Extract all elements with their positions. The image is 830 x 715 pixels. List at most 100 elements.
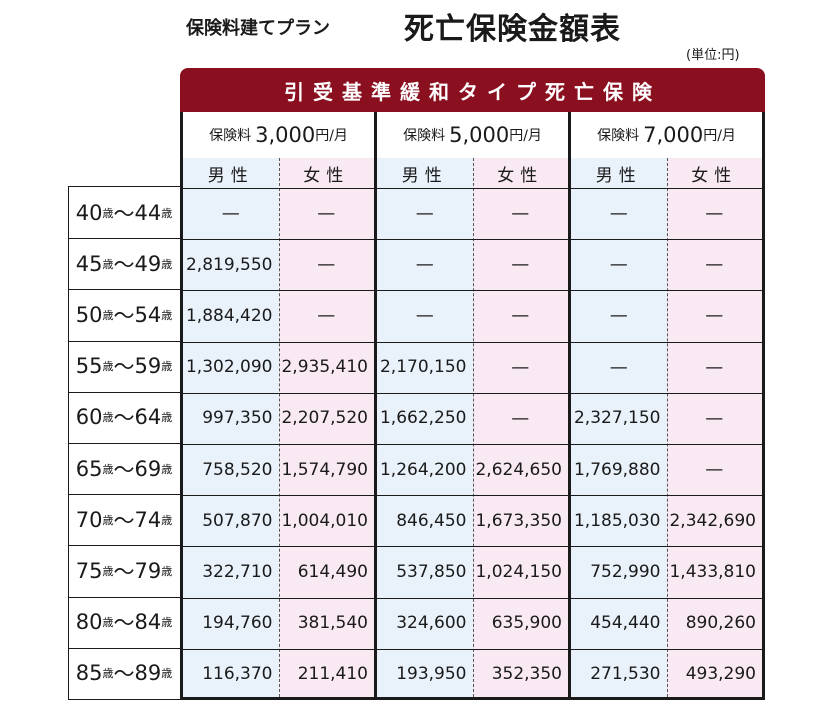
age-separator: ～ <box>113 508 135 533</box>
age-from: 40 <box>75 200 103 225</box>
row-divider <box>183 392 762 394</box>
table-cell: 271,530 <box>590 664 661 685</box>
table-cell: — <box>317 254 336 276</box>
age-range-label: 60 歳～ 64 歳 <box>69 392 179 443</box>
age-unit: 歳 <box>102 616 114 630</box>
age-unit: 歳 <box>102 667 114 681</box>
table-cell: — <box>511 203 530 225</box>
age-unit: 歳 <box>102 257 114 271</box>
table-cell: 324,600 <box>396 613 467 634</box>
age-to: 59 <box>134 354 162 379</box>
table-cell: 1,884,420 <box>185 305 273 326</box>
age-row-divider <box>69 647 180 649</box>
gender-label-female: 女性 <box>691 165 738 186</box>
age-separator: ～ <box>113 611 135 636</box>
row-divider <box>183 290 762 292</box>
table-cell: 454,440 <box>590 613 661 634</box>
age-to: 89 <box>134 661 162 686</box>
age-unit: 歳 <box>161 462 173 476</box>
table-cell: 2,342,690 <box>669 510 756 531</box>
age-row-divider <box>69 494 180 496</box>
age-from: 70 <box>75 507 103 532</box>
table-cell: — <box>511 407 530 429</box>
table-cell: — <box>705 407 724 429</box>
plan-premium-amount: 5,000 <box>449 123 510 147</box>
table-cell: 2,170,150 <box>379 357 467 378</box>
age-separator: ～ <box>113 355 135 380</box>
table-cell: — <box>705 203 724 225</box>
age-range-label: 55 歳～ 59 歳 <box>69 341 179 392</box>
age-unit: 歳 <box>102 360 114 374</box>
amount-table: 保険料 3,000 円/月 男性 女性 保険料 5,000 円/月 男性 女性 保険料 7,000 円/… <box>180 112 765 700</box>
age-row-divider <box>69 289 180 291</box>
plan-premium-unit: 円/月 <box>703 128 736 144</box>
table-cell: — <box>317 305 336 327</box>
age-unit: 歳 <box>161 564 173 578</box>
table-cell: — <box>705 254 724 276</box>
age-to: 79 <box>134 558 162 583</box>
table-cell: 493,290 <box>685 664 756 685</box>
female-column-bg <box>666 158 762 697</box>
age-row-divider <box>69 443 180 444</box>
table-cell: 1,662,250 <box>379 408 467 429</box>
table-cell: 1,574,790 <box>281 459 368 480</box>
age-row-divider <box>69 391 180 393</box>
age-range-label: 70 歳～ 74 歳 <box>69 494 179 545</box>
age-range-label: 45 歳～ 49 歳 <box>69 238 179 289</box>
age-from: 80 <box>75 610 103 635</box>
table-cell: 1,264,200 <box>379 459 467 480</box>
male-column-bg <box>377 158 473 697</box>
age-range-label: 50 歳～ 54 歳 <box>69 289 179 340</box>
plan-premium-label: 保険料 <box>209 128 252 144</box>
age-separator: ～ <box>113 406 135 431</box>
age-column: 40 歳～ 44 歳 45 歳～ 49 歳 50 歳～ 54 歳 55 歳～ 59 歳 60 歳～ 64 歳 65 歳～ 6… <box>68 186 180 700</box>
age-range-label: 65 歳～ 69 歳 <box>69 443 179 494</box>
age-to: 74 <box>134 507 162 532</box>
table-cell: 2,935,410 <box>281 357 368 378</box>
gender-label-male: 男性 <box>595 165 642 186</box>
table-cell: 997,350 <box>202 408 273 429</box>
age-row-divider <box>69 596 180 598</box>
gender-label-female: 女性 <box>303 165 350 186</box>
age-from: 65 <box>75 456 103 481</box>
age-unit: 歳 <box>161 513 173 527</box>
unit-label: (単位:円) <box>686 48 740 63</box>
plan-separator <box>374 112 377 697</box>
female-column-bg <box>472 158 568 697</box>
age-unit: 歳 <box>102 564 114 578</box>
plan-premium-label: 保険料 <box>403 128 446 144</box>
table-cell: — <box>511 254 530 276</box>
table-cell: 2,207,520 <box>281 408 368 429</box>
age-separator: ～ <box>113 559 135 584</box>
table-cell: — <box>415 254 434 276</box>
table-cell: 635,900 <box>491 613 562 634</box>
table-cell: — <box>609 203 628 225</box>
row-divider <box>183 597 762 599</box>
table-cell: 758,520 <box>202 459 273 480</box>
age-to: 64 <box>134 405 162 430</box>
row-divider <box>183 495 762 497</box>
age-separator: ～ <box>113 201 135 226</box>
table-cell: 352,350 <box>491 664 562 685</box>
male-column-bg <box>183 158 279 697</box>
table-cell: — <box>609 254 628 276</box>
row-divider <box>183 188 762 189</box>
table-banner: 引受基準緩和タイプ死亡保険 <box>180 68 765 112</box>
age-unit: 歳 <box>161 616 173 630</box>
table-cell: 1,185,030 <box>573 510 661 531</box>
plan-header: 保険料 3,000 円/月 <box>183 112 374 158</box>
age-from: 85 <box>75 661 103 686</box>
age-range-label: 85 歳～ 89 歳 <box>69 648 179 699</box>
age-row-divider <box>69 238 180 240</box>
table-cell: 116,370 <box>202 664 273 685</box>
age-separator: ～ <box>113 662 135 687</box>
table-cell: 1,433,810 <box>669 561 756 582</box>
age-from: 55 <box>75 354 103 379</box>
gender-label-male: 男性 <box>401 165 448 186</box>
plan-subtitle: 保険料建てプラン <box>186 18 330 39</box>
table-cell: 1,004,010 <box>281 510 368 531</box>
table-cell: 1,769,880 <box>573 459 661 480</box>
male-column-bg <box>571 158 667 697</box>
table-cell: — <box>511 305 530 327</box>
table-cell: 614,490 <box>297 561 368 582</box>
